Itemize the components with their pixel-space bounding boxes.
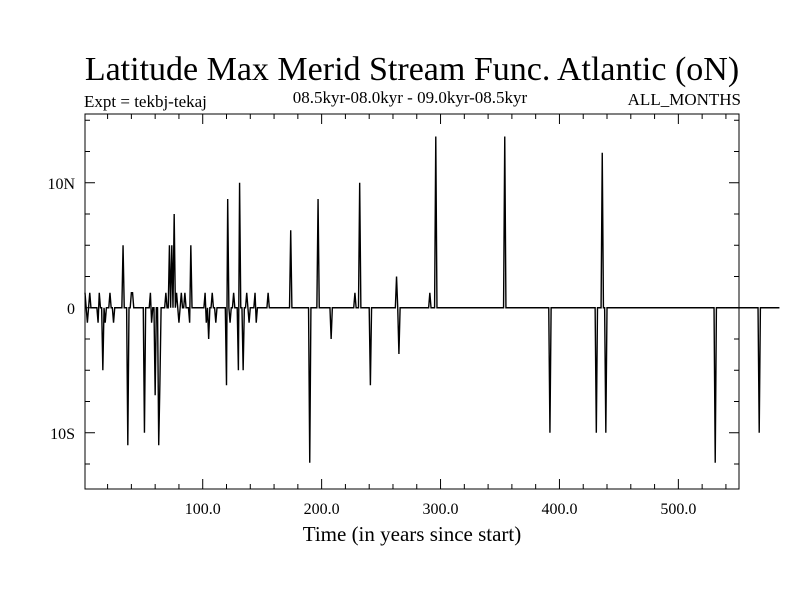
months-label: ALL_MONTHS	[628, 90, 741, 109]
period-label: 08.5kyr-08.0kyr - 09.0kyr-08.5kyr	[293, 88, 528, 107]
experiment-label: Expt = tekbj-tekaj	[84, 92, 207, 111]
x-tick-label: 400.0	[541, 501, 577, 518]
x-axis-label: Time (in years since start)	[303, 522, 522, 546]
series-line	[84, 136, 780, 463]
chart-title: Latitude Max Merid Stream Func. Atlantic…	[85, 51, 739, 88]
y-tick-label: 10N	[47, 176, 75, 193]
x-tick-label: 300.0	[423, 501, 459, 518]
series-group	[84, 136, 780, 463]
plot-area: 10N 0 10S 100.0 200.0 300.0 400.0 500.0	[47, 113, 780, 518]
x-tick-label: 500.0	[660, 501, 696, 518]
x-tick-label: 200.0	[304, 501, 340, 518]
plot-frame	[84, 113, 740, 490]
y-tick-label: 0	[67, 301, 75, 318]
x-tick-label: 100.0	[185, 501, 221, 518]
x-ticks: 100.0 200.0 300.0 400.0 500.0	[107, 114, 727, 518]
y-ticks: 10N 0 10S	[47, 119, 739, 465]
y-tick-label: 10S	[50, 426, 75, 443]
